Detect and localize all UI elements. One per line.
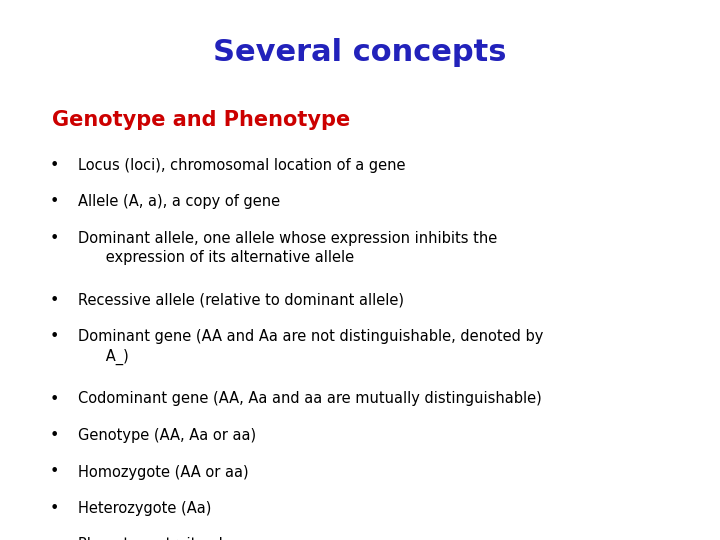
- Text: Several concepts: Several concepts: [213, 38, 507, 67]
- Text: •: •: [50, 231, 59, 246]
- Text: •: •: [50, 194, 59, 210]
- Text: Homozygote (AA or aa): Homozygote (AA or aa): [78, 464, 248, 480]
- Text: Dominant allele, one allele whose expression inhibits the
      expression of it: Dominant allele, one allele whose expres…: [78, 231, 498, 265]
- Text: Heterozygote (Aa): Heterozygote (Aa): [78, 501, 212, 516]
- Text: •: •: [50, 501, 59, 516]
- Text: •: •: [50, 464, 59, 480]
- Text: Codominant gene (AA, Aa and aa are mutually distinguishable): Codominant gene (AA, Aa and aa are mutua…: [78, 392, 541, 407]
- Text: Dominant gene (AA and Aa are not distinguishable, denoted by
      A_): Dominant gene (AA and Aa are not disting…: [78, 329, 544, 365]
- Text: Genotype (AA, Aa or aa): Genotype (AA, Aa or aa): [78, 428, 256, 443]
- Text: Genotype and Phenotype: Genotype and Phenotype: [52, 110, 350, 130]
- Text: •: •: [50, 293, 59, 308]
- Text: •: •: [50, 392, 59, 407]
- Text: •: •: [50, 537, 59, 540]
- Text: Allele (A, a), a copy of gene: Allele (A, a), a copy of gene: [78, 194, 280, 210]
- Text: Recessive allele (relative to dominant allele): Recessive allele (relative to dominant a…: [78, 293, 404, 308]
- Text: Locus (loci), chromosomal location of a gene: Locus (loci), chromosomal location of a …: [78, 158, 405, 173]
- Text: •: •: [50, 428, 59, 443]
- Text: Phenotype: trait value: Phenotype: trait value: [78, 537, 241, 540]
- Text: •: •: [50, 158, 59, 173]
- Text: •: •: [50, 329, 59, 345]
